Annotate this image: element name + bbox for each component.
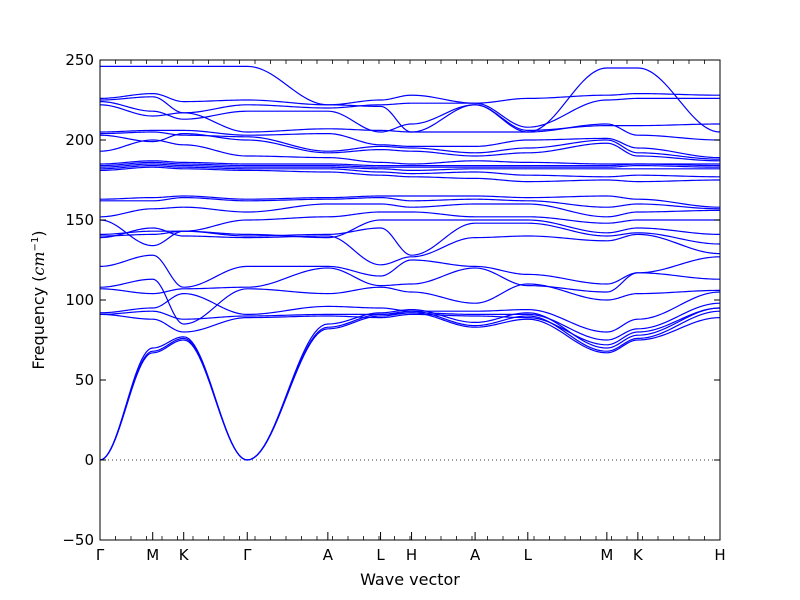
phonon-band-24: [99, 131, 721, 160]
y-axis-label-prefix: Frequency (: [29, 276, 48, 370]
x-tick-label: L: [376, 546, 385, 564]
phonon-band-20: [99, 161, 721, 168]
phonon-band-13: [99, 211, 720, 247]
y-tick-label: 250: [65, 51, 94, 69]
phonon-band-2: [99, 310, 721, 461]
phonon-band-3: [99, 307, 721, 461]
phonon-band-21: [99, 160, 721, 167]
phonon-band-28: [99, 96, 720, 128]
x-tick-label: K: [179, 546, 190, 564]
x-tick-label: A: [470, 546, 481, 564]
x-tick-label: M: [600, 546, 613, 564]
phonon-band-7: [99, 278, 721, 325]
phonon-band-4: [99, 307, 721, 346]
phonon-band-14: [99, 203, 721, 218]
y-tick-label: 100: [65, 291, 94, 309]
y-tick-label: 200: [65, 131, 94, 149]
y-axis-label-unit: cm: [29, 251, 48, 275]
x-tick-label: M: [146, 546, 159, 564]
x-tick-label: H: [714, 546, 725, 564]
y-tick-label: 150: [65, 211, 94, 229]
phonon-band-22: [99, 139, 720, 165]
phonon-band-18: [99, 164, 721, 178]
y-axis-label: Frequency (cm−1): [29, 230, 48, 369]
y-axis-label-exponent: −1: [30, 237, 41, 252]
phonon-band-8: [99, 267, 721, 295]
x-axis-label: Wave vector: [360, 570, 460, 589]
axes: −50 0 50 100 150 200 250 Γ M K Γ A L H A L M K H: [62, 51, 725, 564]
phonon-band-16: [99, 195, 721, 208]
phonon-band-6: [99, 291, 721, 333]
phonon-band-26: [99, 104, 721, 141]
y-tick-label: 0: [84, 451, 94, 469]
phonon-band-19: [99, 163, 720, 172]
x-tick-label: L: [524, 546, 533, 564]
y-axis-label-suffix: ): [29, 230, 48, 236]
phonon-band-5: [99, 302, 721, 341]
phonon-band-1: [99, 312, 721, 461]
phonon-band-12: [99, 219, 721, 239]
phonon-band-10: [99, 227, 721, 266]
x-tick-label: K: [633, 546, 644, 564]
x-tick-label: A: [323, 546, 334, 564]
phonon-band-27: [99, 101, 721, 133]
x-tick-label: Γ: [243, 546, 252, 564]
phonon-band-25: [99, 129, 721, 159]
phonon-band-15: [100, 196, 721, 210]
y-tick-label: 50: [75, 371, 94, 389]
y-tick-label: −50: [62, 531, 94, 549]
x-tick-label: Γ: [96, 546, 105, 564]
phonon-band-29: [99, 92, 721, 106]
phonon-band-23: [99, 132, 721, 162]
phonon-band-17: [99, 166, 721, 183]
phonon-band-30: [100, 65, 721, 133]
phonon-bands: [99, 65, 721, 461]
x-tick-label: H: [406, 546, 417, 564]
phonon-band-9: [99, 254, 721, 288]
